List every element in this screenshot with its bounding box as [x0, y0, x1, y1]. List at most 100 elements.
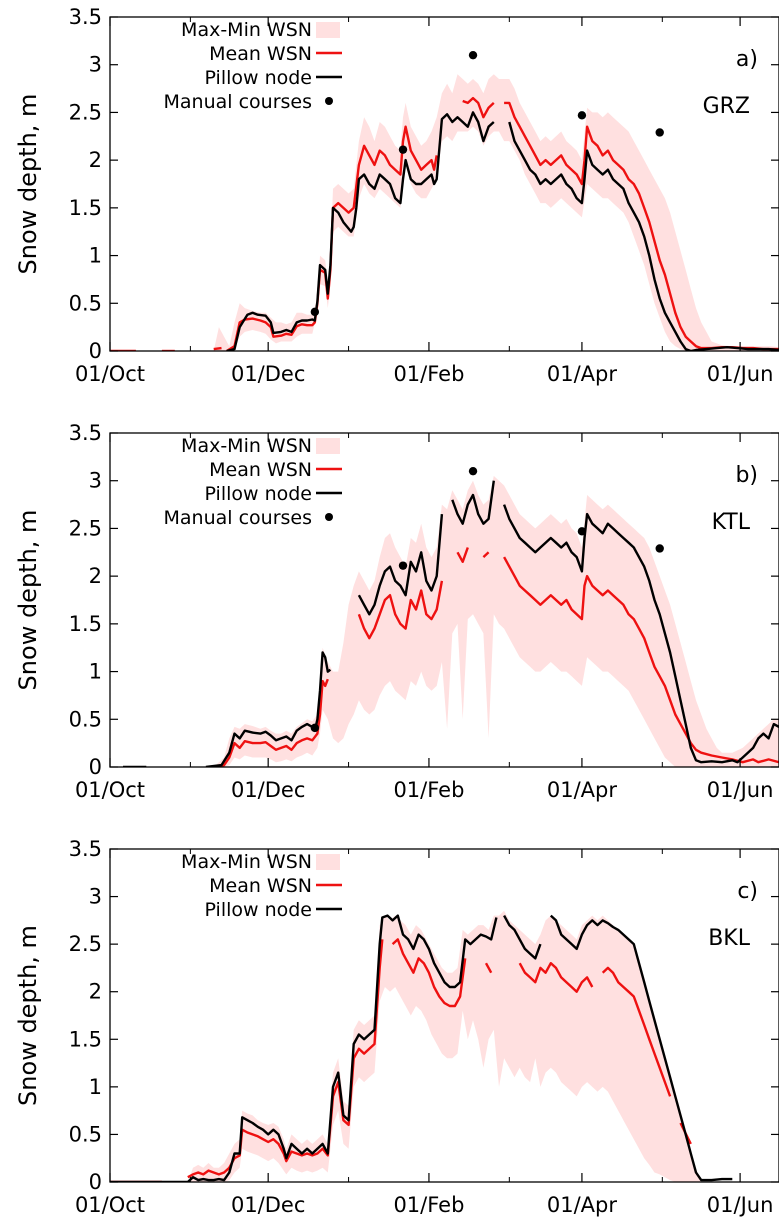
legend-swatch-band [316, 854, 340, 870]
plot-area [110, 74, 779, 351]
mean-line-segment-6 [601, 966, 672, 1097]
x-tick-label: 01/Feb [393, 778, 464, 802]
pillow-line-segment-1 [110, 914, 498, 1182]
y-tick-label: 0 [89, 1170, 102, 1194]
plot-frame [109, 16, 779, 352]
legend-label-pillow: Pillow node [205, 483, 313, 505]
y-tick-label: 0.5 [69, 291, 102, 315]
pillow-line-segment-5 [502, 504, 779, 764]
station-label: KTL [712, 510, 751, 535]
mean-line-segment-3 [391, 938, 467, 1008]
y-tick-label: 0.5 [69, 1122, 102, 1146]
chart-panel-1: 0 0.5 1 1.5 2 2.5 3 3.5 01/Oct 01/Dec 01/Feb 01/Apr… [14, 5, 779, 386]
manual-course-point-5 [655, 128, 664, 137]
x-tick-label: 01/Oct [75, 362, 145, 386]
y-tick-label: 3 [89, 53, 102, 77]
maxmin-band [187, 910, 702, 1182]
x-tick-label: 01/Jun [707, 1193, 774, 1217]
y-tick-label: 2.5 [69, 932, 102, 956]
y-tick-label: 3 [89, 469, 102, 493]
x-tick-label: 01/Feb [393, 362, 464, 386]
mean-line-segment-5 [503, 556, 779, 764]
manual-course-point-2 [398, 561, 408, 570]
panel-label: a) [736, 47, 758, 72]
mean-line-segment-6 [504, 101, 779, 351]
pillow-line-segment-3 [357, 513, 444, 616]
maxmin-band [213, 475, 779, 767]
legend-label-mean: Mean WSN [209, 875, 312, 897]
x-tick-label: 01/Oct [75, 778, 145, 802]
y-tick-label: 1 [89, 1075, 102, 1099]
y-tick-label: 1.5 [69, 612, 102, 636]
plot-frame [109, 848, 779, 1183]
pillow-line-segment-3 [549, 914, 733, 1182]
mean-line-segment-2 [357, 580, 444, 640]
pillow-line-segment-1 [226, 111, 495, 351]
x-tick-label: 01/Apr [547, 778, 617, 802]
x-tick-label: 01/Dec [231, 1193, 305, 1217]
panel-label: c) [737, 879, 758, 904]
y-tick-label: 0.5 [69, 707, 102, 731]
x-tick-label: 01/Dec [231, 362, 305, 386]
x-tick-label: 01/Apr [547, 362, 617, 386]
manual-course-point-4 [577, 111, 587, 120]
station-label: GRZ [703, 94, 750, 119]
mean-line-segment-4 [484, 962, 493, 974]
manual-course-point-2 [398, 145, 408, 154]
mean-line-segment-3 [213, 346, 222, 351]
legend-swatch-manual [325, 97, 333, 105]
manual-course-point-3 [468, 50, 478, 60]
legend-label-band: Max-Min WSN [181, 19, 312, 41]
pillow-line-segment-4 [451, 480, 495, 525]
y-tick-label: 3 [89, 885, 102, 909]
y-tick-label: 1.5 [69, 196, 102, 220]
legend-label-manual: Manual courses [164, 91, 313, 113]
y-tick-label: 2 [89, 980, 102, 1004]
y-tick-label: 0 [89, 755, 102, 779]
mean-line-segment-4 [482, 551, 490, 558]
chart-panel-2: 0 0.5 1 1.5 2 2.5 3 3.5 01/Oct 01/Dec 01/Feb 01/Apr… [14, 421, 779, 802]
plot-frame [109, 432, 779, 768]
legend-label-pillow: Pillow node [205, 899, 313, 921]
manual-course-point-4 [577, 527, 587, 536]
x-tick-label: 01/Jun [707, 778, 774, 802]
y-tick-label: 0 [89, 339, 102, 363]
panel-label: b) [735, 463, 758, 488]
manual-course-point-5 [655, 544, 664, 553]
y-axis-label: Snow depth, m [14, 510, 42, 691]
x-tick-label: 01/Oct [75, 1193, 145, 1217]
legend-swatch-manual [325, 513, 333, 521]
y-tick-label: 2.5 [69, 100, 102, 124]
y-axis-label: Snow depth, m [14, 925, 42, 1106]
mean-line-segment-5 [518, 962, 594, 993]
legend-label-pillow: Pillow node [205, 67, 313, 89]
x-tick-label: 01/Jun [707, 362, 774, 386]
y-tick-label: 3.5 [69, 421, 102, 445]
legend-label-band: Max-Min WSN [181, 851, 312, 873]
y-tick-label: 3.5 [69, 837, 102, 861]
panels: 0 0.5 1 1.5 2 2.5 3 3.5 01/Oct 01/Dec 01/Feb 01/Apr… [14, 5, 779, 1217]
manual-course-point-1 [310, 307, 320, 317]
y-tick-label: 2.5 [69, 516, 102, 540]
legend-label-manual: Manual courses [164, 507, 313, 529]
x-tick-label: 01/Dec [231, 778, 305, 802]
legend-label-mean: Mean WSN [209, 459, 312, 481]
y-tick-label: 1 [89, 244, 102, 268]
mean-line-segment-5 [462, 96, 495, 119]
pillow-line-segment-2 [205, 651, 332, 767]
legend-swatch-band [316, 22, 340, 38]
mean-line-segment-3 [456, 547, 469, 563]
pillow-line-segment-2 [508, 121, 779, 351]
y-tick-label: 3.5 [69, 5, 102, 29]
plot-area [110, 910, 733, 1182]
y-tick-label: 1.5 [69, 1027, 102, 1051]
x-tick-label: 01/Feb [393, 1193, 464, 1217]
legend-label-band: Max-Min WSN [181, 435, 312, 457]
x-tick-label: 01/Apr [547, 1193, 617, 1217]
pillow-line-segment-2 [503, 915, 542, 960]
y-tick-label: 1 [89, 660, 102, 684]
legend-swatch-band [316, 438, 340, 454]
manual-course-point-1 [310, 723, 320, 733]
station-label: BKL [708, 926, 751, 951]
